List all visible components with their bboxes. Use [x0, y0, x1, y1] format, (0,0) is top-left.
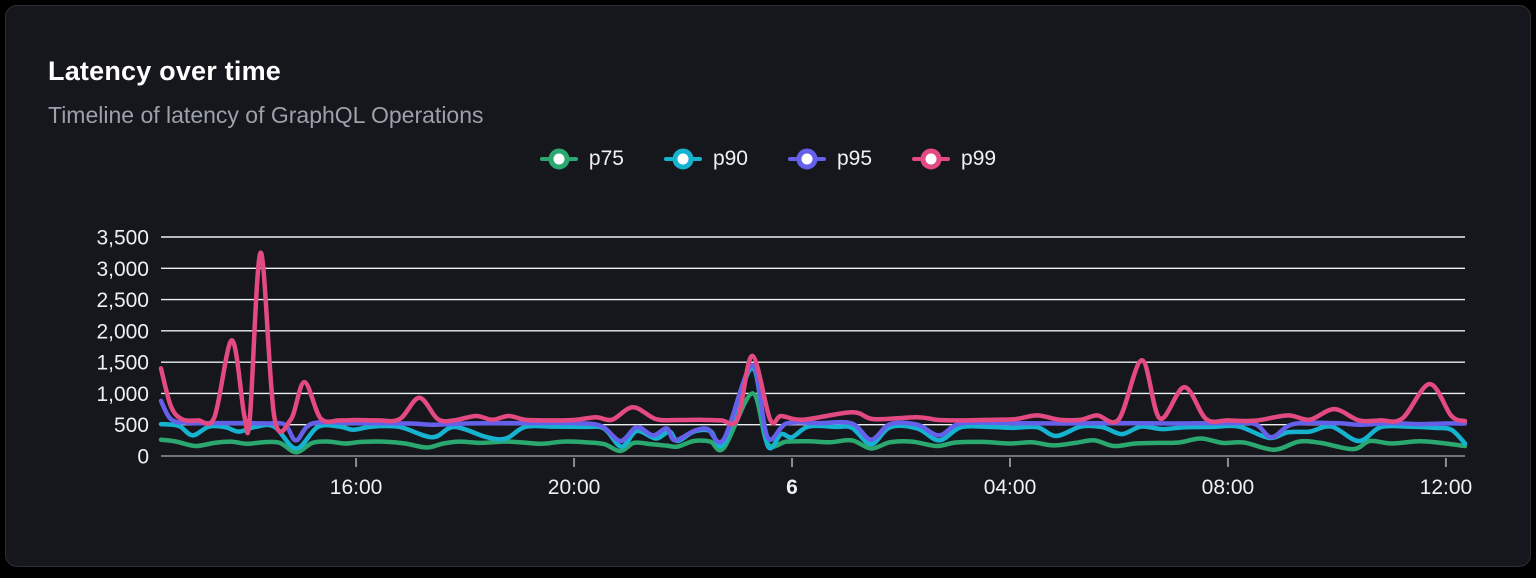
series-line-p99	[161, 253, 1465, 433]
y-tick-label: 2,500	[96, 289, 149, 312]
y-tick-label: 1,500	[96, 352, 149, 375]
x-tick-label: 6	[786, 476, 798, 499]
y-tick-label: 500	[114, 414, 149, 437]
y-tick-label: 3,500	[96, 227, 149, 250]
y-tick-label: 3,000	[96, 258, 149, 281]
y-tick-label: 2,000	[96, 320, 149, 343]
y-tick-label: 0	[137, 446, 149, 469]
latency-panel: Latency over time Timeline of latency of…	[5, 5, 1531, 567]
x-tick-label: 16:00	[330, 476, 383, 499]
latency-chart-plot[interactable]: 0 500 1,000 1,500 2,000 2,500 3,000 3,500 16:00 2…	[6, 6, 1536, 578]
x-tick-label: 08:00	[1202, 476, 1255, 499]
x-tick-label: 04:00	[984, 476, 1037, 499]
y-tick-label: 1,000	[96, 383, 149, 406]
x-tick-label: 20:00	[548, 476, 601, 499]
x-tick-label: 12:00	[1420, 476, 1473, 499]
